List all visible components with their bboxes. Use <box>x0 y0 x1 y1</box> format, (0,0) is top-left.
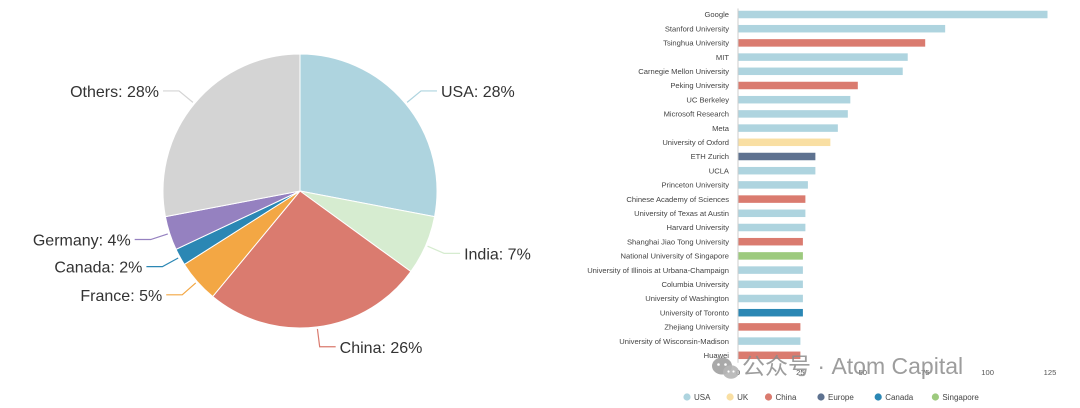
legend-swatch-canada <box>874 393 882 401</box>
bar-label-microsoft-research: Microsoft Research <box>664 110 729 119</box>
bar-label-zhejiang-university: Zhejiang University <box>664 323 729 332</box>
legend-label-canada: Canada <box>885 393 914 402</box>
bar-stanford-university <box>738 24 946 33</box>
x-tick-50: 50 <box>859 368 867 377</box>
pie-labels: USA: 28% India: 7% China: 26% France: 5% Can… <box>33 84 531 357</box>
pie-label-india: India: 7% <box>464 246 531 263</box>
bar-category-labels: Google Stanford University Tsinghua Univer… <box>587 10 730 360</box>
bar-label-harvard-university: Harvard University <box>667 223 730 232</box>
bar-university-of-washington <box>738 294 803 303</box>
pie-slice-usa <box>299 53 438 218</box>
x-tick-25: 25 <box>796 368 804 377</box>
pie-label-france: France: 5% <box>80 288 162 305</box>
bar-microsoft-research <box>738 110 848 118</box>
bar-eth-zurich <box>738 152 816 161</box>
legend-swatch-usa <box>683 393 691 401</box>
bar-label-chinese-academy-of-sciences: Chinese Academy of Sciences <box>626 195 729 204</box>
bar-label-shanghai-jiao-tong-university: Shanghai Jiao Tong University <box>627 237 729 246</box>
legend-swatch-china <box>764 393 773 401</box>
bar-label-eth-zurich: ETH Zurich <box>691 152 729 161</box>
pie-label-germany: Germany: 4% <box>33 233 131 250</box>
bar-tsinghua-university <box>738 39 926 47</box>
bar-marks <box>738 10 1048 360</box>
legend-label-china: China <box>776 393 797 402</box>
pie-label-usa: USA: 28% <box>441 84 515 101</box>
bar-university-of-toronto <box>738 308 803 317</box>
pie-leader-others <box>163 90 194 103</box>
legend-label-uk: UK <box>737 393 749 402</box>
pie-slices <box>162 53 438 329</box>
bar-university-of-oxford <box>738 138 831 147</box>
bar-national-university-of-singapore <box>738 252 803 260</box>
pie-leader-france <box>166 282 197 296</box>
bar-label-columbia-university: Columbia University <box>661 280 729 289</box>
bar-zhejiang-university <box>738 323 801 331</box>
pie-leader-usa <box>406 90 437 103</box>
bar-university-of-texas-at-austin <box>738 209 806 218</box>
bar-label-university-of-washington: University of Washington <box>645 294 729 303</box>
bar-university-of-wisconsin-madison <box>738 337 801 345</box>
bar-shanghai-jiao-tong-university <box>738 237 803 246</box>
bar-uc-berkeley <box>738 95 851 104</box>
legend: USA UK China Europe Canada Singapore <box>683 393 979 402</box>
pie-chart: USA: 28% India: 7% China: 26% France: 5% Can… <box>33 53 531 357</box>
bar-label-mit: MIT <box>716 53 729 62</box>
x-tick-100: 100 <box>981 368 994 377</box>
legend-label-usa: USA <box>694 393 711 402</box>
bar-mit <box>738 53 908 61</box>
pie-leader-china <box>316 328 336 348</box>
pie-leader-india <box>427 245 461 254</box>
pie-leader-canada <box>146 257 179 268</box>
pie-label-canada: Canada: 2% <box>54 260 142 277</box>
bar-label-uc-berkeley: UC Berkeley <box>686 95 729 104</box>
bar-princeton-university <box>738 181 808 189</box>
bar-label-carnegie-mellon-university: Carnegie Mellon University <box>638 67 729 76</box>
bar-label-university-of-wisconsin-madison: University of Wisconsin-Madison <box>619 337 729 346</box>
bar-columbia-university <box>738 280 803 289</box>
legend-swatch-singapore <box>931 393 940 401</box>
wechat-icon <box>712 357 739 379</box>
bar-label-stanford-university: Stanford University <box>665 24 729 33</box>
bar-huawei <box>738 351 801 360</box>
pie-slice-others <box>162 53 301 218</box>
bar-label-meta: Meta <box>712 124 730 133</box>
bar-label-university-of-toronto: University of Toronto <box>660 308 729 317</box>
bar-label-ucla: UCLA <box>709 166 730 175</box>
pie-label-others: Others: 28% <box>70 84 159 101</box>
bar-label-huawei: Huawei <box>704 351 730 360</box>
x-tick-75: 75 <box>921 368 929 377</box>
bar-label-university-of-oxford: University of Oxford <box>662 138 729 147</box>
bar-carnegie-mellon-university <box>738 67 903 76</box>
bar-label-peking-university: Peking University <box>670 81 729 90</box>
bar-university-of-illinois-at-urbana-champaign <box>738 266 803 274</box>
pie-leader-germany <box>134 233 168 241</box>
bar-ucla <box>738 166 816 175</box>
x-tick-125: 125 <box>1044 368 1057 377</box>
bar-harvard-university <box>738 223 806 232</box>
bar-label-google: Google <box>705 10 730 19</box>
bar-label-university-of-texas-at-austin: University of Texas at Austin <box>634 209 729 218</box>
watermark-text: 公众号 · Atom Capital <box>742 353 963 379</box>
legend-swatch-europe <box>817 393 825 401</box>
legend-swatch-uk <box>726 393 734 401</box>
pie-slice-china <box>211 190 412 329</box>
bar-label-tsinghua-university: Tsinghua University <box>663 39 729 48</box>
watermark: 公众号 · Atom Capital <box>712 353 963 379</box>
legend-label-europe: Europe <box>828 393 854 402</box>
pie-label-china: China: 26% <box>340 340 423 357</box>
bar-label-national-university-of-singapore: National University of Singapore <box>621 252 729 261</box>
bar-label-university-of-illinois-at-urbana-champaign: University of Illinois at Urbana-Champai… <box>587 266 729 275</box>
legend-label-singapore: Singapore <box>942 393 979 402</box>
bar-google <box>738 10 1048 19</box>
bar-meta <box>738 124 838 132</box>
bar-chinese-academy-of-sciences <box>738 195 806 203</box>
pie-leader-lines <box>134 90 461 348</box>
bar-label-princeton-university: Princeton University <box>661 181 729 190</box>
bar-peking-university <box>738 81 858 90</box>
